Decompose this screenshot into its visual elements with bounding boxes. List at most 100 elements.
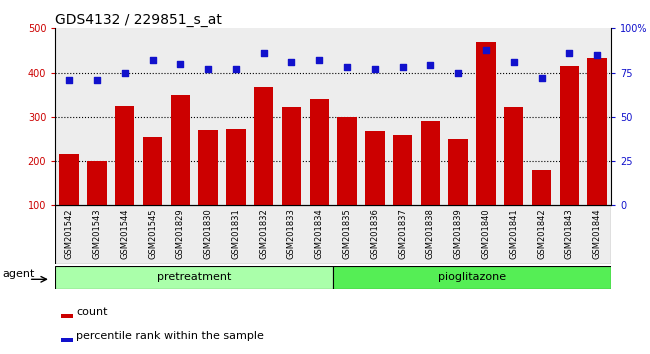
Bar	[55, 28, 83, 205]
Bar	[417, 28, 445, 205]
Bar	[333, 28, 361, 205]
Bar	[306, 28, 333, 205]
Bar	[472, 205, 500, 264]
Bar	[61, 314, 73, 318]
Bar	[389, 205, 417, 264]
Bar	[194, 205, 222, 264]
Text: pretreatment: pretreatment	[157, 272, 231, 282]
Bar	[115, 106, 135, 205]
Text: GSM201832: GSM201832	[259, 208, 268, 259]
Bar	[250, 28, 278, 205]
Text: GSM201837: GSM201837	[398, 208, 407, 259]
Bar	[222, 28, 250, 205]
Bar	[448, 139, 468, 205]
Text: GSM201543: GSM201543	[92, 208, 101, 259]
Bar	[472, 28, 500, 205]
Text: GSM201842: GSM201842	[537, 208, 546, 259]
Point	[286, 59, 296, 65]
Text: GSM201833: GSM201833	[287, 208, 296, 259]
Point	[370, 66, 380, 72]
Bar	[55, 205, 83, 264]
Point	[481, 47, 491, 52]
Point	[259, 50, 269, 56]
Text: count: count	[76, 307, 108, 317]
Bar	[143, 137, 162, 205]
Bar	[194, 28, 222, 205]
Bar	[417, 205, 445, 264]
Text: percentile rank within the sample: percentile rank within the sample	[76, 331, 265, 341]
Bar	[583, 28, 611, 205]
Text: GDS4132 / 229851_s_at: GDS4132 / 229851_s_at	[55, 13, 222, 27]
Text: GSM201835: GSM201835	[343, 208, 352, 259]
Point	[342, 64, 352, 70]
Bar	[393, 135, 412, 205]
Point	[425, 63, 436, 68]
Point	[64, 77, 74, 82]
Text: GSM201545: GSM201545	[148, 208, 157, 259]
Bar	[309, 99, 329, 205]
Bar	[476, 42, 496, 205]
Bar	[306, 205, 333, 264]
Point	[120, 70, 130, 75]
Bar	[337, 117, 357, 205]
Bar	[504, 107, 523, 205]
Text: GSM201829: GSM201829	[176, 208, 185, 259]
Text: GSM201838: GSM201838	[426, 208, 435, 259]
Bar	[222, 205, 250, 264]
Text: GSM201830: GSM201830	[203, 208, 213, 259]
Bar	[361, 28, 389, 205]
Text: GSM201542: GSM201542	[64, 208, 73, 259]
Bar	[198, 130, 218, 205]
Bar	[138, 28, 166, 205]
Bar	[532, 170, 551, 205]
Bar	[61, 338, 73, 342]
Point	[536, 75, 547, 81]
Bar	[111, 28, 138, 205]
Point	[314, 57, 324, 63]
Bar	[55, 266, 333, 289]
Bar	[83, 205, 111, 264]
Text: agent: agent	[3, 269, 35, 279]
Point	[564, 50, 575, 56]
Text: GSM201844: GSM201844	[593, 208, 602, 259]
Bar	[500, 28, 528, 205]
Bar	[588, 58, 607, 205]
Bar	[421, 121, 440, 205]
Bar	[138, 205, 166, 264]
Bar	[333, 205, 361, 264]
Bar	[278, 28, 306, 205]
Text: GSM201840: GSM201840	[482, 208, 491, 259]
Bar	[170, 95, 190, 205]
Bar	[445, 205, 472, 264]
Text: GSM201834: GSM201834	[315, 208, 324, 259]
Text: GSM201841: GSM201841	[509, 208, 518, 259]
Text: GSM201831: GSM201831	[231, 208, 240, 259]
Bar	[365, 131, 385, 205]
Bar	[583, 205, 611, 264]
Text: pioglitazone: pioglitazone	[438, 272, 506, 282]
Point	[453, 70, 463, 75]
Bar	[500, 205, 528, 264]
Point	[397, 64, 408, 70]
Bar	[166, 205, 194, 264]
Point	[592, 52, 603, 58]
Bar	[560, 66, 579, 205]
Bar	[250, 205, 278, 264]
Bar	[83, 28, 111, 205]
Bar	[555, 205, 583, 264]
Point	[92, 77, 102, 82]
Bar	[254, 87, 274, 205]
Point	[203, 66, 213, 72]
Text: GSM201544: GSM201544	[120, 208, 129, 259]
Bar	[278, 205, 306, 264]
Bar	[87, 161, 107, 205]
Bar	[528, 205, 556, 264]
Text: GSM201839: GSM201839	[454, 208, 463, 259]
Bar	[111, 205, 138, 264]
Text: GSM201843: GSM201843	[565, 208, 574, 259]
Text: GSM201836: GSM201836	[370, 208, 380, 259]
Point	[175, 61, 185, 67]
Bar	[445, 28, 472, 205]
Point	[231, 66, 241, 72]
Point	[148, 57, 158, 63]
